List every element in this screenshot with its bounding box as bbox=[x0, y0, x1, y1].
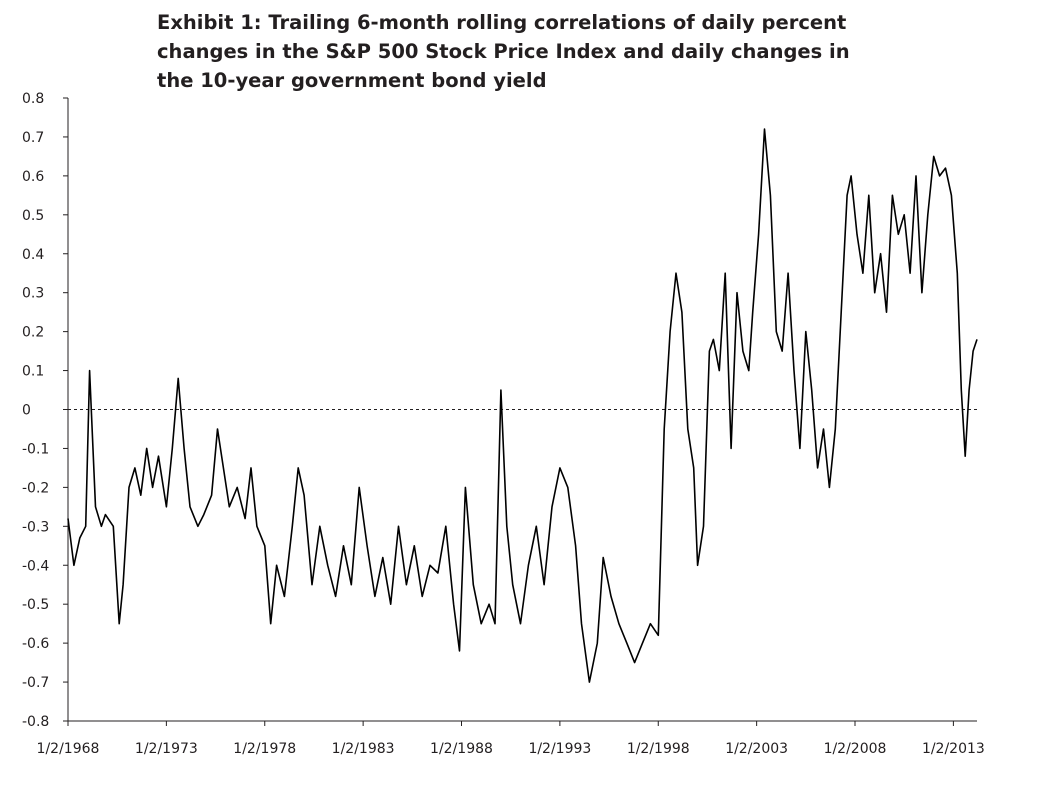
x-axis: 1/2/1968 1/2/1973 1/2/1978 1/2/1983 1/2/1988… bbox=[37, 720, 985, 757]
y-tick-label: -0.7 bbox=[22, 675, 49, 691]
y-tick-label: 0.6 bbox=[22, 169, 44, 185]
x-tick-label: 1/2/1998 bbox=[627, 741, 690, 757]
x-tick-label: 1/2/2013 bbox=[922, 741, 985, 757]
y-tick-label: 0.2 bbox=[22, 325, 44, 341]
x-tick-label: 1/2/2003 bbox=[725, 741, 788, 757]
y-tick-label: -0.2 bbox=[22, 480, 49, 496]
y-axis: 0.8 0.7 0.6 0.5 0.4 0.3 0.2 0.1 0 -0.1 -0.2 -0.3 -0.… bbox=[22, 91, 69, 730]
x-tick-label: 1/2/1993 bbox=[528, 741, 591, 757]
y-tick-label: 0.4 bbox=[22, 247, 44, 263]
chart-title: Exhibit 1: Trailing 6-month rolling corr… bbox=[157, 11, 850, 92]
y-tick-label: 0.7 bbox=[22, 130, 44, 146]
x-tick-label: 1/2/1968 bbox=[37, 741, 100, 757]
y-tick-label: -0.8 bbox=[22, 714, 49, 730]
x-tick-label: 1/2/1973 bbox=[135, 741, 198, 757]
y-tick-label: 0.3 bbox=[22, 286, 44, 302]
y-tick-label: -0.5 bbox=[22, 597, 49, 613]
y-tick-label: -0.3 bbox=[22, 519, 49, 535]
series-group bbox=[67, 128, 978, 683]
y-tick-label: 0.8 bbox=[22, 91, 44, 107]
x-tick-label: 1/2/1988 bbox=[430, 741, 493, 757]
y-tick-label: 0.5 bbox=[22, 208, 44, 224]
x-tick-label: 1/2/1983 bbox=[332, 741, 395, 757]
x-tick-label: 1/2/1978 bbox=[233, 741, 296, 757]
y-tick-label: -0.4 bbox=[22, 558, 49, 574]
y-tick-label: -0.6 bbox=[22, 636, 49, 652]
correlation-series-line bbox=[67, 128, 978, 683]
y-tick-label: 0 bbox=[22, 403, 31, 419]
y-tick-label: -0.1 bbox=[22, 441, 49, 457]
y-tick-label: 0.1 bbox=[22, 364, 44, 380]
x-tick-label: 1/2/2008 bbox=[824, 741, 887, 757]
